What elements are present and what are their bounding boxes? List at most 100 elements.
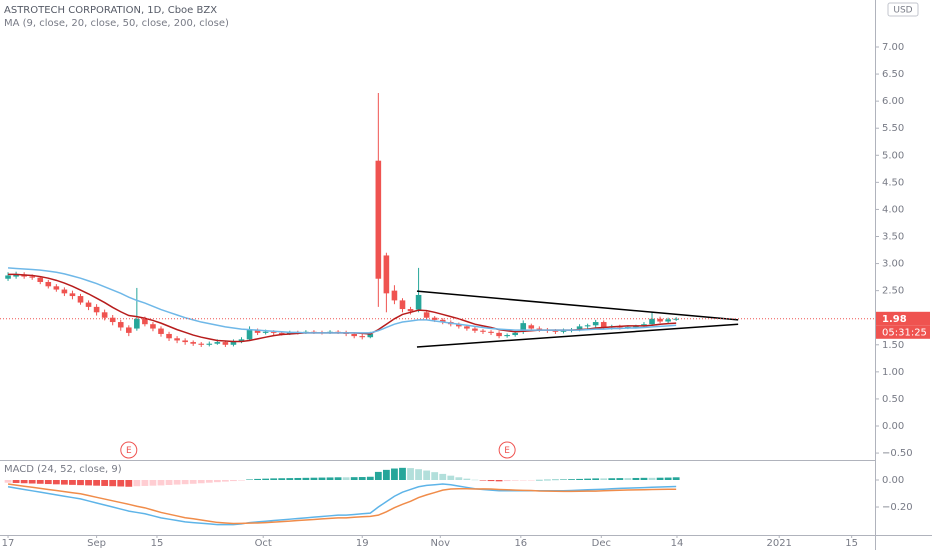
trend-line bbox=[416, 323, 739, 348]
macd-histogram-bar bbox=[77, 480, 84, 486]
candle-body bbox=[472, 328, 478, 331]
macd-histogram-bar bbox=[592, 478, 600, 480]
y-tick-label: 3.00 bbox=[882, 259, 904, 270]
y-tick-label: 4.50 bbox=[882, 177, 904, 188]
candle-body bbox=[109, 317, 116, 323]
y-tick-label: 1.00 bbox=[882, 367, 904, 378]
macd-histogram-bar bbox=[197, 480, 205, 484]
macd-histogram-bar bbox=[415, 469, 422, 480]
chart-title: ASTROTECH CORPORATION, 1D, Cboe BZX bbox=[4, 5, 217, 16]
macd-histogram-bar bbox=[664, 477, 672, 480]
macd-histogram-bar bbox=[358, 477, 366, 480]
candle-body bbox=[77, 296, 84, 303]
candle-body bbox=[399, 300, 406, 310]
macd-histogram-bar bbox=[519, 480, 527, 481]
trend-line bbox=[416, 290, 739, 321]
macd-histogram-bar bbox=[318, 477, 326, 480]
candle-body bbox=[117, 322, 124, 328]
y-tick-label: 6.00 bbox=[882, 96, 904, 107]
candle-body bbox=[45, 281, 52, 287]
candle-body bbox=[158, 328, 164, 334]
macd-histogram-bar bbox=[608, 478, 616, 480]
macd-histogram-bar bbox=[4, 480, 12, 483]
candle-body bbox=[230, 341, 237, 345]
macd-histogram-bar bbox=[230, 480, 237, 482]
y-tick-label: 0.50 bbox=[882, 394, 904, 405]
candle-body bbox=[383, 255, 390, 294]
macd-histogram-bar bbox=[584, 478, 592, 480]
macd-histogram-bar bbox=[109, 480, 117, 487]
candle-body bbox=[198, 343, 205, 345]
macd-histogram-bar bbox=[455, 477, 463, 480]
candle-body bbox=[415, 294, 422, 310]
macd-histogram-bar bbox=[366, 476, 374, 480]
macd-histogram-bar bbox=[552, 479, 559, 481]
macd-histogram-bar bbox=[44, 480, 52, 485]
candle-body bbox=[286, 332, 293, 334]
candle-body bbox=[101, 312, 108, 318]
macd-histogram-bar bbox=[479, 480, 487, 481]
x-tick-label: Nov bbox=[431, 538, 451, 549]
candle-body bbox=[584, 325, 591, 327]
macd-histogram-bar bbox=[342, 477, 350, 480]
last-price-box bbox=[876, 311, 930, 326]
candle-body bbox=[633, 326, 639, 328]
macd-histogram-bar bbox=[302, 477, 310, 480]
macd-histogram-bar bbox=[382, 469, 390, 480]
macd-histogram-bar bbox=[189, 480, 197, 484]
y-tick-label: 5.50 bbox=[882, 123, 904, 134]
candle-body bbox=[93, 306, 100, 313]
candle-body bbox=[520, 323, 527, 332]
macd-histogram-bar bbox=[60, 480, 68, 485]
macd-histogram-bar bbox=[149, 480, 157, 486]
macd-histogram-bar bbox=[101, 480, 109, 486]
candle-body bbox=[552, 330, 559, 332]
x-tick-label: 14 bbox=[671, 538, 684, 549]
macd-histogram-bar bbox=[399, 467, 406, 480]
macd-histogram-bar bbox=[262, 478, 270, 480]
x-tick-label: 15 bbox=[845, 538, 858, 549]
macd-histogram-bar bbox=[28, 480, 36, 484]
macd-histogram-bar bbox=[624, 478, 632, 480]
candle-body bbox=[359, 336, 366, 338]
earnings-label: E bbox=[126, 446, 132, 456]
countdown-box bbox=[876, 325, 930, 339]
macd-histogram-bar bbox=[173, 480, 181, 485]
candle-body bbox=[246, 329, 253, 340]
macd-histogram-bar bbox=[334, 477, 342, 480]
candle-body bbox=[5, 275, 11, 279]
macd-histogram-bar bbox=[181, 480, 189, 485]
macd-histogram-bar bbox=[246, 479, 253, 480]
y-tick-label: 0.00 bbox=[882, 421, 904, 432]
macd-histogram-bar bbox=[495, 480, 503, 482]
y-tick-label: 3.50 bbox=[882, 231, 904, 242]
macd-histogram-bar bbox=[310, 477, 318, 480]
macd-histogram-bar bbox=[672, 477, 680, 480]
candle-body bbox=[134, 318, 140, 329]
candle-body bbox=[69, 293, 76, 297]
candle-body bbox=[512, 332, 518, 336]
x-tick-label: Dec bbox=[592, 538, 611, 549]
candle-body bbox=[375, 160, 382, 279]
candle-body bbox=[85, 302, 92, 307]
candle-body bbox=[560, 330, 567, 332]
x-tick-label: 15 bbox=[151, 538, 164, 549]
x-tick-label: 19 bbox=[356, 538, 369, 549]
currency-box[interactable] bbox=[887, 2, 919, 17]
macd-histogram-bar bbox=[568, 479, 575, 480]
macd-histogram-bar bbox=[93, 480, 100, 486]
candle-body bbox=[496, 332, 502, 337]
candle-body bbox=[528, 325, 535, 329]
macd-histogram-bar bbox=[463, 478, 471, 480]
candle-body bbox=[238, 339, 245, 342]
macd-histogram-bar bbox=[487, 480, 495, 482]
macd-legend: MACD (24, 52, close, 9) bbox=[4, 464, 122, 475]
macd-histogram-bar bbox=[286, 478, 294, 480]
candle-body bbox=[431, 317, 438, 320]
candle-body bbox=[190, 342, 196, 344]
currency[interactable]: USD bbox=[893, 6, 912, 16]
candle-body bbox=[367, 333, 374, 338]
macd-histogram-bar bbox=[511, 480, 519, 481]
macd-histogram-bar bbox=[560, 479, 567, 480]
